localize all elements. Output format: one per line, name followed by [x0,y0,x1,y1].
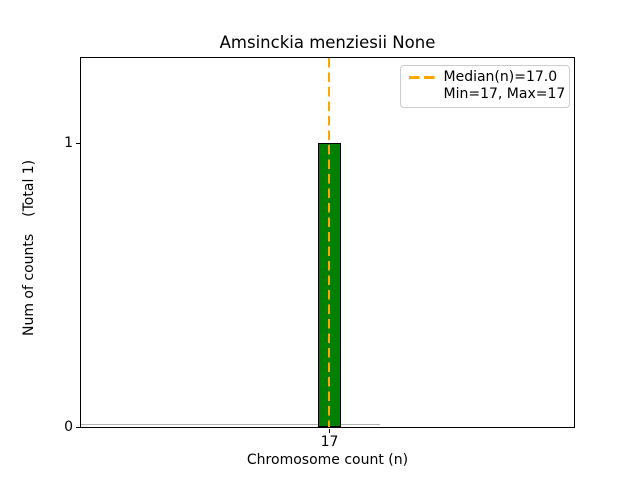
legend-entry-median: Median(n)=17.0 [408,68,562,86]
y-tick-label-0: 0 [64,419,73,435]
y-axis-label-text: Num of counts [21,233,37,336]
x-axis-label: Chromosome count (n) [246,452,409,468]
y-axis-label-total: (Total 1) [21,159,37,217]
plot-area: Median(n)=17.0 Min=17, Max=17 [79,56,575,428]
y-tick-mark-1 [75,143,80,145]
legend-entry-minmax: Min=17, Max=17 [409,86,566,103]
zero-count-baseline [80,424,380,426]
y-axis-label: Num of counts (Total 1) [21,160,38,336]
y-tick-label-1: 1 [64,135,73,151]
median-dashed-line [327,57,331,427]
legend-median-label: Median(n)=17.0 [443,68,558,85]
legend-minmax-label: Min=17, Max=17 [443,86,566,103]
chart-title: Amsinckia menziesii None [219,33,436,52]
x-tick-label-17: 17 [320,434,339,450]
x-tick-mark-17 [328,428,331,433]
median-dash-legend-marker [408,75,435,79]
legend: Median(n)=17.0 Min=17, Max=17 [399,64,570,108]
y-tick-mark-0 [75,427,80,429]
